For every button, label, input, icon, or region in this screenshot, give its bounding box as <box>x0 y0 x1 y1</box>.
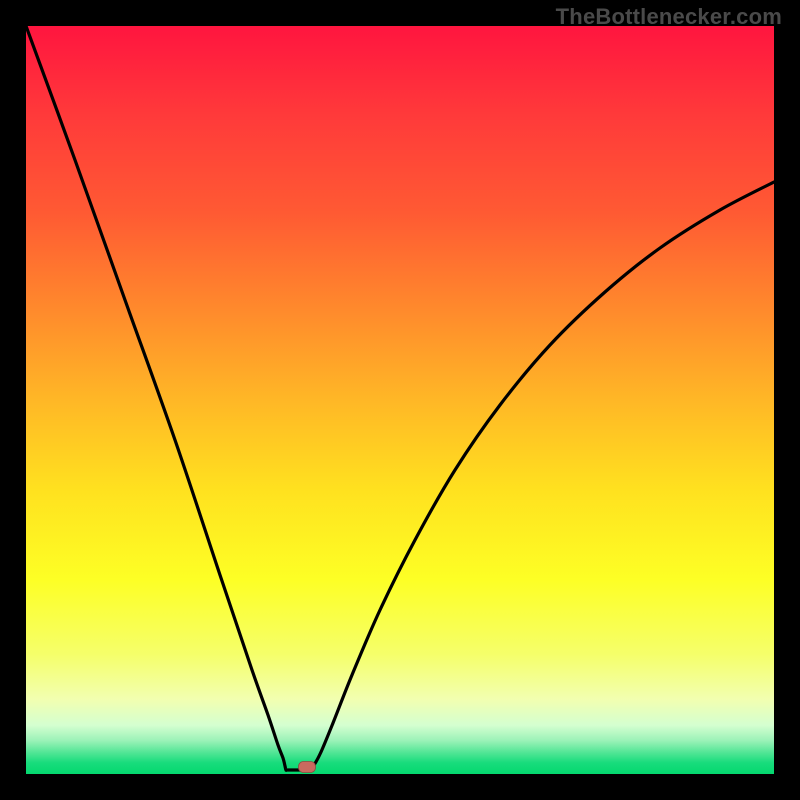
plot-background <box>26 26 774 774</box>
chart-frame: TheBottlenecker.com <box>0 0 800 800</box>
curve-minimum-marker <box>299 762 316 773</box>
attribution-label: TheBottlenecker.com <box>556 4 782 30</box>
bottleneck-chart <box>0 0 800 800</box>
